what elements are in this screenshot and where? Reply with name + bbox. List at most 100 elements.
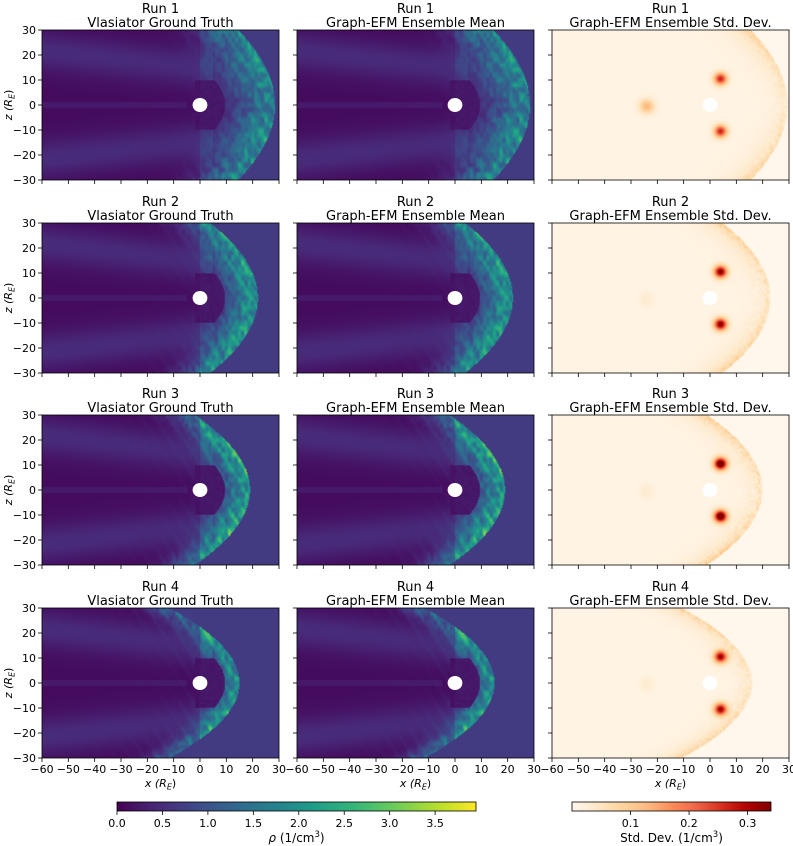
x-tick-label: −10 <box>162 763 185 776</box>
heatmap-image <box>552 608 789 758</box>
earth-mask <box>192 291 208 305</box>
panel-run-title: Run 3 <box>397 387 434 402</box>
x-tick-label: −40 <box>338 763 361 776</box>
colorbar-gradient <box>116 801 477 812</box>
panel-column-title: Graph-EFM Ensemble Std. Dev. <box>569 209 771 224</box>
y-axis-label: z (RE) <box>2 668 16 700</box>
y-tick-label: 10 <box>22 74 36 87</box>
y-tick-label: 30 <box>22 217 36 230</box>
x-axis-label: x (RE) <box>144 777 176 791</box>
x-tick-label: 30 <box>272 763 286 776</box>
colorbar-tick-label: 1.0 <box>199 817 217 830</box>
y-tick-label: 20 <box>22 49 36 62</box>
panel-run-title: Run 4 <box>652 580 689 595</box>
y-tick-label: −30 <box>13 559 36 572</box>
y-tick-label: 30 <box>22 24 36 37</box>
x-tick-label: −60 <box>540 763 563 776</box>
earth-mask <box>192 98 208 112</box>
x-tick-label: 10 <box>219 763 233 776</box>
y-tick-label: −10 <box>13 124 36 137</box>
colorbar-tick-label: 0.1 <box>622 817 640 830</box>
y-tick-label: −10 <box>13 702 36 715</box>
earth-mask <box>447 676 463 690</box>
x-tick-label: 0 <box>197 763 204 776</box>
panel-run-title: Run 2 <box>142 195 179 210</box>
x-tick-label: −50 <box>312 763 335 776</box>
y-tick-label: 0 <box>29 677 36 690</box>
x-tick-label: −50 <box>57 763 80 776</box>
heatmap-image <box>42 30 279 180</box>
y-axis-label: z (RE) <box>2 90 16 122</box>
y-tick-label: −30 <box>13 752 36 765</box>
colorbar-tick-label: 3.0 <box>381 817 399 830</box>
y-tick-label: −20 <box>13 534 36 547</box>
colorbar-label: ρ (1/cm3) <box>268 830 324 845</box>
colorbar-tick-label: 2.5 <box>335 817 353 830</box>
colorbar-label: Std. Dev. (1/cm3) <box>620 830 723 845</box>
x-tick-label: −20 <box>136 763 159 776</box>
x-tick-label: 20 <box>501 763 515 776</box>
x-tick-label: −20 <box>646 763 669 776</box>
panel-run-title: Run 2 <box>652 195 689 210</box>
colorbar-tick-label: 0.3 <box>739 817 757 830</box>
colorbar-density: 0.0 0.5 1.0 1.5 2.0 2.5 3.0 3.5 ρ (1/cm3) <box>108 801 477 845</box>
heatmap-image <box>552 415 789 565</box>
panel-column-title: Graph-EFM Ensemble Mean <box>326 401 505 416</box>
earth-mask <box>702 483 718 497</box>
y-tick-label: 10 <box>22 267 36 280</box>
x-tick-label: −20 <box>391 763 414 776</box>
y-tick-label: 20 <box>22 242 36 255</box>
panel-run-title: Run 1 <box>142 2 179 17</box>
panel-run-title: Run 4 <box>397 580 434 595</box>
colorbar-tick-label: 0.5 <box>154 817 172 830</box>
y-tick-label: 0 <box>29 484 36 497</box>
earth-mask <box>192 676 208 690</box>
x-tick-label: 10 <box>729 763 743 776</box>
y-tick-label: 0 <box>29 99 36 112</box>
x-tick-label: −30 <box>364 763 387 776</box>
heatmap-image <box>552 223 789 373</box>
colorbar-std: 0.1 0.2 0.3 Std. Dev. (1/cm3) <box>571 801 772 845</box>
y-tick-label: 10 <box>22 459 36 472</box>
y-tick-label: 10 <box>22 652 36 665</box>
earth-mask <box>702 676 718 690</box>
panel-run-title: Run 2 <box>397 195 434 210</box>
heatmap-image <box>42 223 279 373</box>
x-tick-label: −60 <box>30 763 53 776</box>
y-axis-label: z (RE) <box>2 283 16 315</box>
earth-mask <box>702 291 718 305</box>
heatmap-image <box>297 608 534 758</box>
heatmap-image <box>297 30 534 180</box>
colorbar-tick-label: 3.5 <box>426 817 444 830</box>
panel-run-title: Run 3 <box>142 387 179 402</box>
y-tick-label: −30 <box>13 367 36 380</box>
colorbar-tick-label: 2.0 <box>290 817 308 830</box>
colorbars: 0.0 0.5 1.0 1.5 2.0 2.5 3.0 3.5ρ (1/cm3)0.1 0.2 0… <box>108 801 772 845</box>
y-tick-label: −10 <box>13 317 36 330</box>
heatmap-image <box>297 415 534 565</box>
panel-column-title: Graph-EFM Ensemble Std. Dev. <box>569 401 771 416</box>
panel-column-title: Graph-EFM Ensemble Mean <box>326 16 505 31</box>
y-tick-label: −20 <box>13 149 36 162</box>
x-tick-label: 0 <box>452 763 459 776</box>
panel-column-title: Vlasiator Ground Truth <box>87 401 233 416</box>
x-tick-label: −40 <box>83 763 106 776</box>
panel-run-title: Run 1 <box>397 2 434 17</box>
earth-mask <box>447 483 463 497</box>
x-tick-label: 30 <box>782 763 793 776</box>
earth-mask <box>447 291 463 305</box>
colorbar-tick-label: 0.0 <box>108 817 126 830</box>
x-tick-label: 20 <box>246 763 260 776</box>
panel-run-title: Run 4 <box>142 580 179 595</box>
